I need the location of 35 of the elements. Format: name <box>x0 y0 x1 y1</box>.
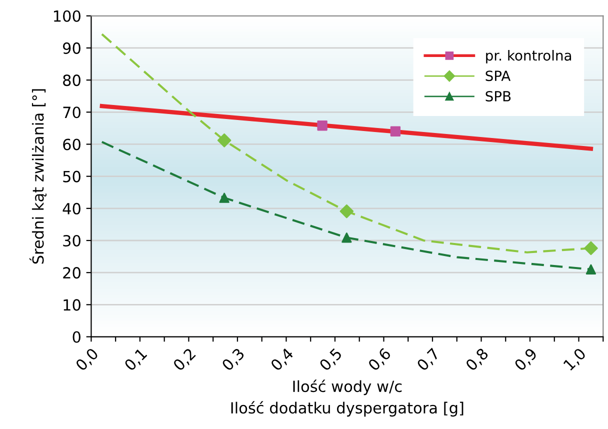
x-tick-label: 0,8 <box>464 347 490 372</box>
x-tick-label: 0,3 <box>221 348 246 372</box>
point <box>340 204 354 218</box>
y-tick-label: 50 <box>63 170 80 182</box>
x-tick-label: 0,7 <box>416 348 442 372</box>
x-tick-label: 1,0 <box>562 347 588 372</box>
y-tick-label: 30 <box>63 234 80 247</box>
y-tick-label: 40 <box>62 202 80 214</box>
point <box>217 133 232 148</box>
y-tick-label: 20 <box>63 267 80 279</box>
x-tick-label: 0,4 <box>270 347 296 372</box>
x-tick-label: 0,2 <box>172 348 198 372</box>
x-axis-title: Ilość wody w/c Ilość dodatku dyspergatora [g] <box>231 380 464 417</box>
legend-label: SPA <box>486 70 511 82</box>
y-tick-label: 10 <box>64 299 80 311</box>
y-tick-label: 60 <box>63 138 80 150</box>
point <box>586 264 596 274</box>
legend-label: pr. kontrolna <box>486 50 572 64</box>
y-tick-label: 0 <box>72 331 80 343</box>
y-tick-label: 100 <box>54 10 80 22</box>
point <box>390 126 401 136</box>
point <box>219 192 230 203</box>
legend-label: SPB <box>486 90 511 102</box>
x-tick-label: 0,0 <box>74 347 100 372</box>
x-tick-label: 0,5 <box>318 348 344 372</box>
point <box>317 120 328 131</box>
y-tick-label: 80 <box>63 74 80 86</box>
y-tick-label: 90 <box>63 42 80 54</box>
y-axis-title: Średni kąt zwilżania [°] <box>29 89 47 264</box>
y-tick-label: 70 <box>63 106 80 118</box>
x-tick-label: 0,1 <box>124 348 148 372</box>
point <box>342 232 352 243</box>
point <box>584 241 598 256</box>
x-tick-label: 0,9 <box>514 347 539 372</box>
x-tick-label: 0,6 <box>367 347 393 372</box>
